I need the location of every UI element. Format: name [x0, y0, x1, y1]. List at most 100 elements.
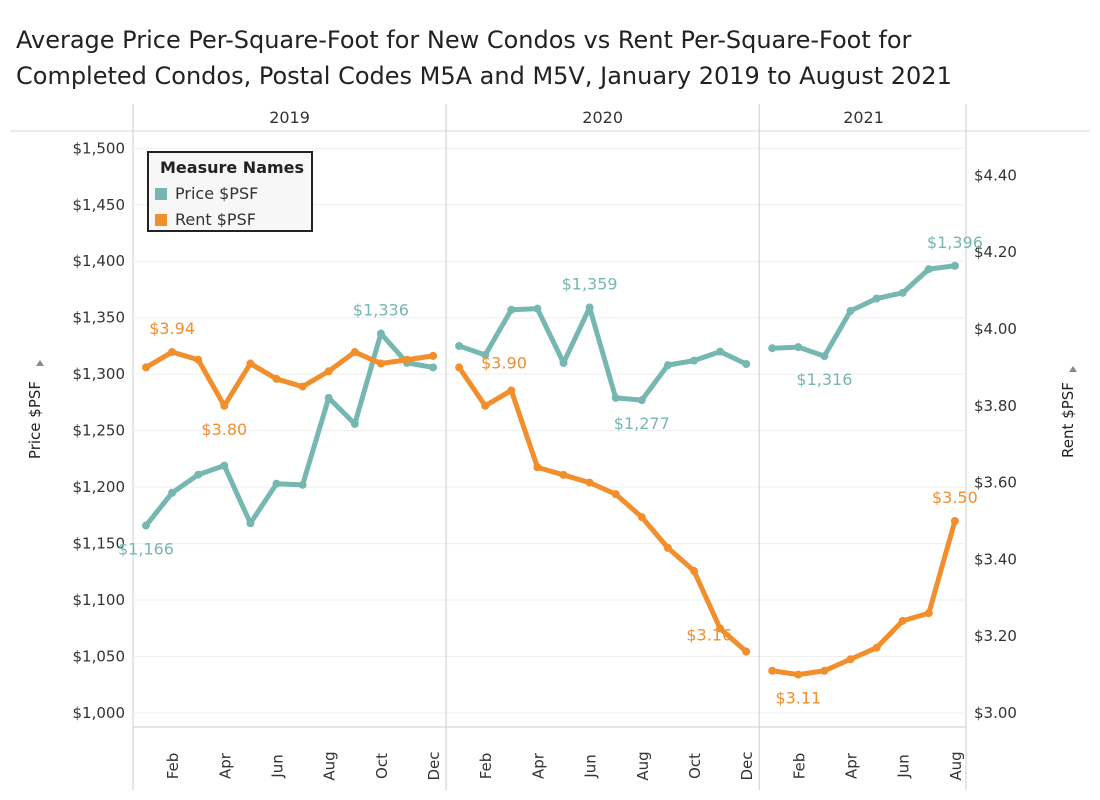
data-point-rent-psf [507, 386, 516, 395]
x-tick-label: Dec [425, 751, 443, 780]
y-right-tick-label: $4.40 [974, 166, 1017, 184]
data-point-rent-psf [585, 478, 594, 487]
data-point-rent-psf [324, 367, 333, 376]
data-label-rent-psf: $3.80 [201, 420, 247, 439]
data-point-price-psf [872, 294, 881, 303]
data-point-rent-psf [429, 351, 438, 360]
y-left-tick-label: $1,000 [73, 704, 126, 722]
x-tick-label: Jun [895, 754, 913, 778]
data-point-rent-psf [611, 490, 620, 499]
series-line-rent-psf [456, 364, 749, 655]
data-point-price-psf [507, 305, 516, 314]
y-left-tick-label: $1,250 [73, 422, 126, 440]
x-tick-label: Feb [790, 753, 808, 780]
data-point-price-psf [690, 356, 698, 365]
chart-title-line-1: Average Price Per-Square-Foot for New Co… [16, 26, 912, 54]
data-point-rent-psf [898, 616, 907, 625]
data-point-price-psf [324, 393, 333, 402]
data-label-price-psf: $1,277 [614, 414, 670, 433]
data-label-price-psf: $1,396 [927, 233, 983, 252]
data-label-price-psf: $1,166 [118, 540, 174, 559]
legend-label-rent: Rent $PSF [175, 210, 256, 229]
y-right-tick-label: $3.80 [974, 397, 1017, 415]
y-right-tick-label: $3.00 [974, 704, 1017, 722]
x-tick-label: Dec [738, 751, 756, 780]
data-point-price-psf [455, 341, 464, 350]
data-point-price-psf [481, 350, 490, 359]
x-tick-label: Apr [216, 752, 234, 779]
y-left-tick-label: $1,300 [73, 365, 126, 383]
data-point-price-psf [298, 480, 307, 489]
x-tick-label: Apr [843, 752, 861, 779]
data-point-price-psf [559, 358, 568, 367]
legend-item-price[interactable]: Price $PSF [155, 183, 258, 205]
data-label-price-psf: $1,359 [562, 275, 618, 294]
data-point-rent-psf [403, 355, 411, 364]
y-left-tick-label: $1,200 [73, 478, 126, 496]
x-tick-label: Aug [947, 751, 965, 780]
data-label-rent-psf: $3.16 [686, 626, 732, 645]
data-point-price-psf [768, 344, 777, 353]
y-right-tick-label: $3.60 [974, 474, 1017, 492]
x-tick-label: Jun [269, 754, 287, 778]
data-label-rent-psf: $3.50 [932, 488, 978, 507]
data-point-rent-psf [272, 374, 281, 383]
data-point-rent-psf [742, 647, 751, 656]
x-tick-label: Jun [582, 754, 600, 778]
series-line-rent-psf [769, 518, 958, 678]
data-point-rent-psf [846, 655, 855, 664]
data-point-price-psf [533, 304, 542, 313]
y-right-axis-title: Rent $PSF [1059, 382, 1077, 458]
data-point-rent-psf [794, 670, 803, 679]
y-left-tick-label: $1,400 [73, 252, 126, 270]
chart-title-line-2: Completed Condos, Postal Codes M5A and M… [16, 62, 952, 90]
data-point-price-psf [716, 347, 725, 356]
data-label-rent-psf: $3.94 [149, 319, 195, 338]
data-point-price-psf [429, 363, 438, 372]
data-point-price-psf [168, 488, 177, 497]
data-point-rent-psf [481, 401, 490, 410]
y-right-tick-label: $3.20 [974, 627, 1017, 645]
y-right-tick-label: $3.40 [974, 550, 1017, 568]
data-label-rent-psf: $3.11 [775, 689, 821, 708]
data-point-rent-psf [350, 348, 359, 357]
x-tick-label: Feb [477, 753, 495, 780]
data-point-price-psf [272, 479, 281, 488]
y-left-tick-label: $1,050 [73, 648, 126, 666]
data-point-rent-psf [663, 543, 672, 552]
data-point-rent-psf [376, 359, 385, 368]
data-point-rent-psf [142, 363, 150, 372]
data-point-price-psf [142, 521, 150, 530]
y-left-tick-label: $1,500 [73, 139, 126, 157]
data-point-price-psf [663, 361, 672, 370]
chart-title: Average Price Per-Square-Foot for New Co… [16, 22, 1086, 94]
x-tick-label: Apr [529, 752, 547, 779]
data-label-rent-psf: $3.90 [481, 353, 527, 372]
data-point-rent-psf [768, 666, 777, 675]
data-point-price-psf [585, 303, 594, 312]
data-point-price-psf [611, 393, 620, 402]
data-point-price-psf [637, 396, 646, 405]
data-point-rent-psf [455, 363, 464, 372]
legend-title: Measure Names [160, 158, 305, 177]
legend[interactable]: Measure Names Price $PSF Rent $PSF [147, 151, 313, 232]
data-point-price-psf [846, 306, 855, 315]
data-point-price-psf [742, 360, 751, 369]
data-point-price-psf [246, 519, 255, 528]
data-point-price-psf [350, 419, 359, 428]
legend-label-price: Price $PSF [175, 184, 259, 203]
y-left-tick-label: $1,100 [73, 591, 126, 609]
x-tick-label: Aug [321, 751, 339, 780]
x-tick-label: Aug [634, 751, 652, 780]
legend-item-rent[interactable]: Rent $PSF [155, 209, 256, 231]
panel-header-2020: 2020 [582, 108, 623, 127]
data-point-rent-psf [716, 624, 725, 633]
x-tick-label: Oct [373, 753, 391, 779]
y-right-tick-label: $4.00 [974, 320, 1017, 338]
data-point-rent-psf [220, 401, 229, 410]
pin-icon [36, 360, 44, 366]
x-tick-label: Oct [686, 753, 704, 779]
data-point-rent-psf [194, 355, 203, 364]
data-label-price-psf: $1,316 [796, 370, 852, 389]
